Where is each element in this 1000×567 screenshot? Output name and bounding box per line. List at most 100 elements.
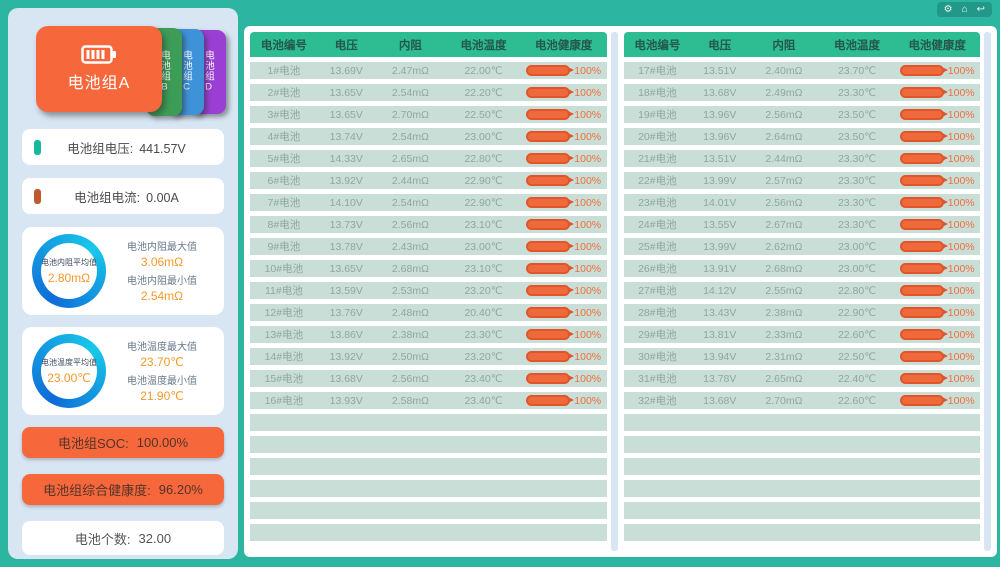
cell-battery-id: 16#电池	[264, 395, 304, 407]
tab-battery-group-a[interactable]: 电池组A	[36, 26, 162, 112]
health-bar-icon	[526, 373, 575, 384]
table-header-row: 电池编号 电压 内阻 电池温度 电池健康度	[250, 32, 607, 57]
cell-resistance: 2.43mΩ	[391, 240, 429, 253]
health-percent: 100%	[574, 108, 602, 121]
table-row: 1#电池 13.69V 2.47mΩ 22.00℃ 100%	[250, 62, 607, 79]
table-row: 10#电池 13.65V 2.68mΩ 23.10℃ 100%	[250, 260, 607, 277]
cell-resistance: 2.38mΩ	[765, 306, 803, 319]
cell-health: 100%	[521, 65, 607, 77]
group-voltage-value: 441.57V	[139, 141, 186, 156]
table-row: 13#电池 13.86V 2.38mΩ 23.30℃ 100%	[250, 326, 607, 343]
temperature-avg-value: 23.00℃	[47, 371, 91, 385]
resistance-min-label: 电池内阻最小值	[127, 276, 197, 287]
cell-health: 100%	[521, 109, 607, 121]
health-percent: 100%	[574, 64, 602, 77]
back-icon[interactable]: ↩	[976, 3, 985, 15]
home-icon[interactable]: ⌂	[961, 3, 968, 15]
cell-resistance: 2.49mΩ	[765, 86, 803, 99]
health-bar-icon	[899, 241, 948, 252]
table-row-empty	[250, 458, 607, 475]
battery-count-value: 32.00	[138, 530, 172, 546]
cell-temperature: 23.00℃	[837, 240, 877, 253]
cell-temperature: 22.90℃	[837, 306, 877, 319]
group-soc-button[interactable]: 电池组SOC: 100.00%	[22, 427, 224, 458]
health-percent: 100%	[574, 130, 602, 143]
table-row-empty	[250, 480, 607, 497]
cell-voltage: 13.51V	[703, 64, 737, 77]
cell-temperature: 22.20℃	[464, 86, 503, 99]
cell-voltage: 13.43V	[703, 306, 737, 319]
table-left-scrollbar[interactable]	[610, 32, 618, 551]
battery-capsule-teal-icon	[34, 139, 41, 155]
table-row: 28#电池 13.43V 2.38mΩ 22.90℃ 100%	[623, 304, 980, 321]
temperature-gauge-card: 电池温度平均值 23.00℃ 电池温度最大值 23.70℃ 电池温度最小值 21…	[22, 327, 224, 415]
cell-resistance: 2.57mΩ	[765, 174, 803, 187]
cell-battery-id: 22#电池	[638, 175, 677, 187]
health-percent: 100%	[574, 86, 602, 99]
table-row-empty	[623, 524, 980, 541]
cell-health: 100%	[894, 263, 980, 275]
cell-resistance: 2.68mΩ	[765, 262, 803, 275]
health-percent: 100%	[947, 372, 975, 385]
cell-voltage: 13.69V	[329, 64, 363, 77]
cell-battery-id: 7#电池	[267, 197, 301, 209]
cell-health: 100%	[894, 109, 980, 121]
health-bar-icon	[899, 329, 948, 340]
cell-battery-id: 26#电池	[638, 263, 677, 275]
health-percent: 100%	[574, 306, 602, 319]
cell-temperature: 22.40℃	[837, 372, 877, 385]
settings-gear-icon[interactable]: ⚙	[943, 3, 953, 15]
battery-count-card: 电池个数: 32.00	[22, 521, 224, 555]
cell-voltage: 13.91V	[703, 262, 737, 275]
table-row: 31#电池 13.78V 2.65mΩ 22.40℃ 100%	[623, 370, 980, 387]
column-header: 电压	[334, 39, 358, 52]
group-soc-value: 100.00%	[136, 435, 189, 450]
table-row: 27#电池 14.12V 2.55mΩ 22.80℃ 100%	[623, 282, 980, 299]
cell-voltage: 14.10V	[329, 196, 363, 209]
cell-temperature: 23.30℃	[837, 152, 877, 165]
cell-battery-id: 3#电池	[267, 109, 301, 121]
cell-voltage: 14.12V	[703, 284, 737, 297]
table-row-empty	[623, 502, 980, 519]
cell-temperature: 23.00℃	[837, 262, 877, 275]
group-health-label: 电池组综合健康度:	[43, 483, 151, 498]
health-bar-icon	[899, 109, 948, 120]
cell-resistance: 2.31mΩ	[765, 350, 803, 363]
table-row: 20#电池 13.96V 2.64mΩ 23.50℃ 100%	[623, 128, 980, 145]
cell-resistance: 2.54mΩ	[391, 196, 429, 209]
cell-battery-id: 28#电池	[638, 307, 677, 319]
cell-resistance: 2.54mΩ	[391, 86, 429, 99]
health-bar-icon	[526, 131, 575, 142]
cell-resistance: 2.68mΩ	[391, 262, 429, 275]
table-right-scrollbar[interactable]	[984, 32, 991, 551]
cell-temperature: 23.20℃	[464, 284, 503, 297]
cell-temperature: 22.80℃	[464, 152, 503, 165]
table-header-row: 电池编号 电压 内阻 电池温度 电池健康度	[623, 32, 980, 57]
window-toolbar: ⚙ ⌂ ↩	[936, 2, 992, 17]
cell-resistance: 2.62mΩ	[765, 240, 803, 253]
battery-table-left-wrap: 电池编号 电压 内阻 电池温度 电池健康度 1#电池 13.69V 2.47mΩ 22.00℃…	[250, 32, 618, 551]
cell-voltage: 13.68V	[703, 86, 737, 99]
battery-table-left: 电池编号 电压 内阻 电池温度 电池健康度 1#电池 13.69V 2.47mΩ 22.00℃…	[250, 32, 607, 551]
table-row: 4#电池 13.74V 2.54mΩ 23.00℃ 100%	[250, 128, 607, 145]
sidebar: 电池组A 电池组B 电池组C 电池组D 电池组电压: 441.57V 电池组电流:…	[8, 8, 238, 559]
cell-resistance: 2.44mΩ	[765, 152, 803, 165]
health-bar-icon	[526, 175, 575, 186]
health-bar-icon	[526, 241, 575, 252]
group-voltage-text: 电池组电压: 441.57V	[41, 138, 212, 157]
health-percent: 100%	[947, 306, 975, 319]
cell-health: 100%	[894, 219, 980, 231]
group-health-button[interactable]: 电池组综合健康度: 96.20%	[22, 474, 224, 505]
cell-health: 100%	[521, 175, 607, 187]
cell-voltage: 13.92V	[329, 350, 363, 363]
table-row: 2#电池 13.65V 2.54mΩ 22.20℃ 100%	[250, 84, 607, 101]
cell-temperature: 23.10℃	[464, 262, 503, 275]
cell-battery-id: 5#电池	[267, 153, 301, 165]
cell-health: 100%	[521, 329, 607, 341]
cell-resistance: 2.47mΩ	[391, 64, 429, 77]
cell-temperature: 23.30℃	[837, 218, 877, 231]
cell-voltage: 13.94V	[703, 350, 737, 363]
cell-health: 100%	[521, 219, 607, 231]
health-bar-icon	[526, 329, 575, 340]
cell-battery-id: 31#电池	[638, 373, 677, 385]
